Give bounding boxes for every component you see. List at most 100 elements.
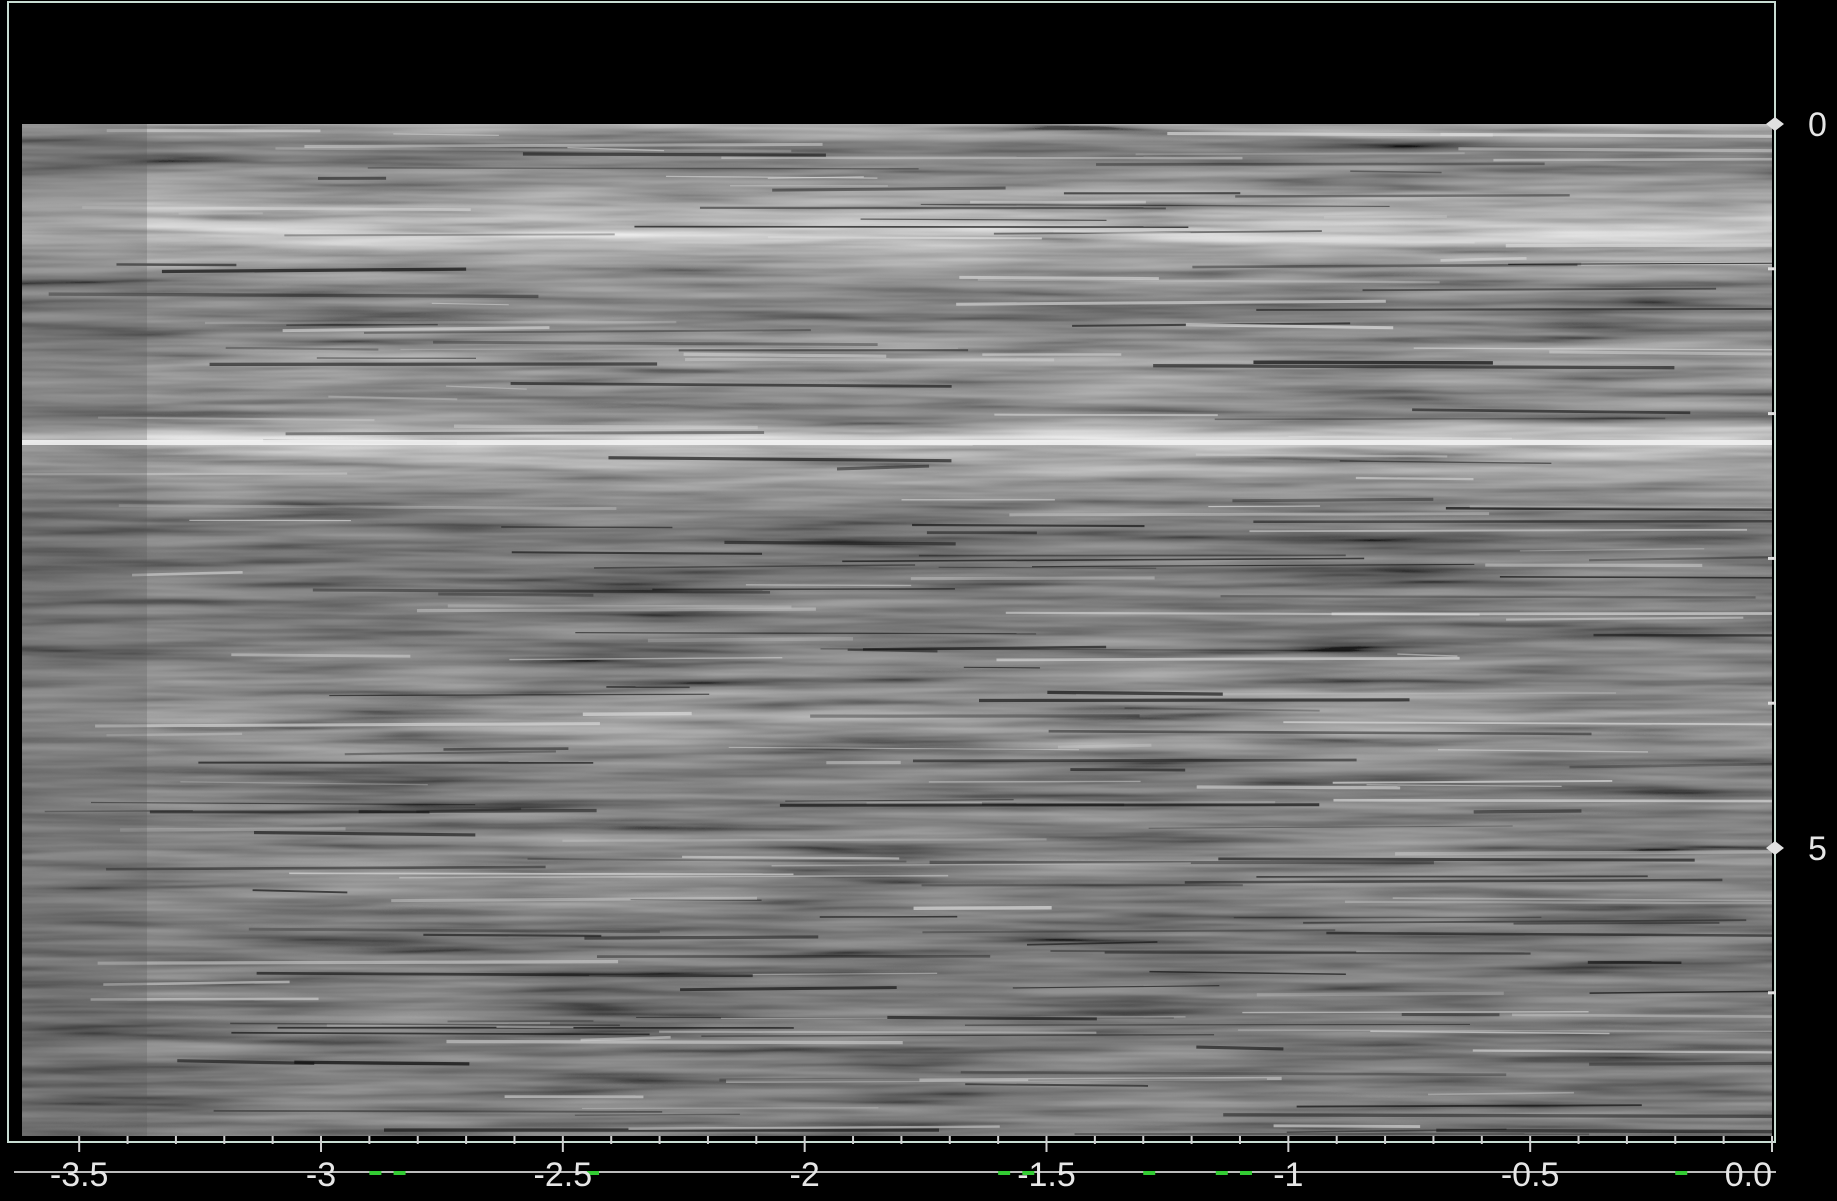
texture-streak — [1589, 1061, 1773, 1066]
texture-streak — [1242, 1010, 1589, 1014]
texture-streak — [1290, 239, 1475, 244]
texture-streak — [1344, 900, 1773, 905]
texture-streak — [1438, 749, 1648, 753]
texture-streak — [1506, 616, 1744, 621]
texture-streak — [628, 1125, 1000, 1131]
x-tick-label: -1.5 — [1017, 1156, 1076, 1194]
radargram-streaks — [22, 124, 1773, 1136]
texture-streak — [116, 263, 237, 267]
texture-streak — [652, 588, 955, 591]
texture-streak — [329, 693, 710, 697]
texture-streak — [1508, 262, 1773, 265]
texture-streak — [912, 758, 1357, 763]
texture-streak — [767, 236, 1042, 240]
texture-streak — [326, 1021, 551, 1027]
texture-streak — [1196, 1045, 1284, 1051]
x-tick-label: -2 — [790, 1156, 820, 1194]
texture-streak — [767, 176, 864, 179]
texture-streak — [1273, 1124, 1421, 1129]
texture-streak — [1047, 690, 1223, 696]
texture-streak — [1549, 350, 1773, 356]
texture-streak — [118, 504, 617, 511]
texture-streak — [910, 576, 1155, 581]
texture-streak — [1283, 721, 1773, 726]
texture-streak — [928, 780, 1141, 783]
texture-streak — [1519, 548, 1705, 552]
texture-streak — [22, 472, 348, 476]
texture-streak — [1440, 132, 1773, 138]
texture-streak — [225, 346, 379, 351]
texture-streak — [1366, 784, 1562, 787]
texture-streak — [416, 607, 816, 613]
texture-streak — [393, 133, 499, 136]
texture-streak — [680, 986, 897, 992]
texture-streak — [522, 152, 826, 157]
texture-streak — [1339, 460, 1552, 464]
texture-streak — [284, 233, 615, 237]
texture-streak — [304, 142, 823, 149]
x-tick-label: -0.5 — [1501, 1156, 1560, 1194]
radargram-texture — [22, 124, 1772, 1136]
texture-streak — [1256, 875, 1648, 878]
texture-streak — [1440, 257, 1527, 262]
texture-streak — [1458, 147, 1773, 153]
texture-streak — [1472, 1049, 1773, 1054]
texture-streak — [862, 645, 1107, 651]
y-axis: 05 — [1766, 106, 1827, 995]
texture-streak — [230, 1022, 620, 1027]
texture-streak — [90, 997, 319, 1001]
texture-streak — [574, 1113, 740, 1116]
texture-streak — [1028, 1078, 1267, 1081]
texture-streak — [1413, 347, 1773, 351]
texture-streak — [443, 747, 569, 751]
texture-streak — [1326, 931, 1773, 937]
texture-streak — [1153, 364, 1675, 370]
texture-streak — [1249, 528, 1748, 533]
texture-streak — [1499, 576, 1773, 579]
texture-streak — [367, 167, 919, 170]
texture-streak — [582, 711, 692, 717]
texture-streak — [120, 827, 346, 832]
texture-streak — [979, 698, 1410, 703]
texture-streak — [294, 1060, 470, 1066]
texture-streak — [920, 203, 1390, 208]
texture-streak — [44, 809, 193, 813]
texture-streak — [1218, 857, 1695, 862]
texture-streak — [1032, 563, 1475, 568]
texture-streak — [344, 750, 556, 756]
texture-streak — [1355, 476, 1474, 481]
texture-streak — [1104, 951, 1531, 955]
texture-streak — [1513, 921, 1720, 925]
texture-streak — [132, 571, 243, 577]
texture-streak — [562, 838, 1047, 842]
x-tick-label: -3 — [306, 1156, 336, 1194]
texture-streak — [647, 637, 854, 643]
texture-streak — [1026, 941, 1158, 946]
texture-streak — [177, 1059, 315, 1066]
texture-streak — [509, 656, 783, 661]
texture-streak — [728, 746, 1079, 751]
texture-streak — [90, 801, 476, 806]
texture-streak — [1195, 453, 1448, 458]
y-tick-label: 0 — [1808, 106, 1827, 144]
y-tick-marker — [1766, 841, 1784, 855]
texture-streak — [103, 980, 290, 986]
texture-streak — [510, 381, 952, 388]
texture-streak — [1135, 152, 1465, 156]
texture-streak — [836, 464, 930, 471]
texture-streak — [423, 933, 602, 938]
texture-streak — [213, 1109, 663, 1113]
texture-streak — [580, 1035, 671, 1042]
texture-streak — [253, 830, 476, 837]
texture-streak — [231, 653, 411, 658]
texture-streak — [1288, 435, 1512, 440]
texture-streak — [1505, 243, 1773, 248]
texture-streak — [847, 648, 938, 653]
texture-streak — [963, 666, 1040, 669]
texture-streak — [1256, 991, 1504, 997]
texture-streak — [860, 218, 1107, 221]
texture-streak — [286, 323, 438, 326]
texture-streak — [1412, 408, 1691, 415]
texture-streak — [1185, 323, 1394, 330]
